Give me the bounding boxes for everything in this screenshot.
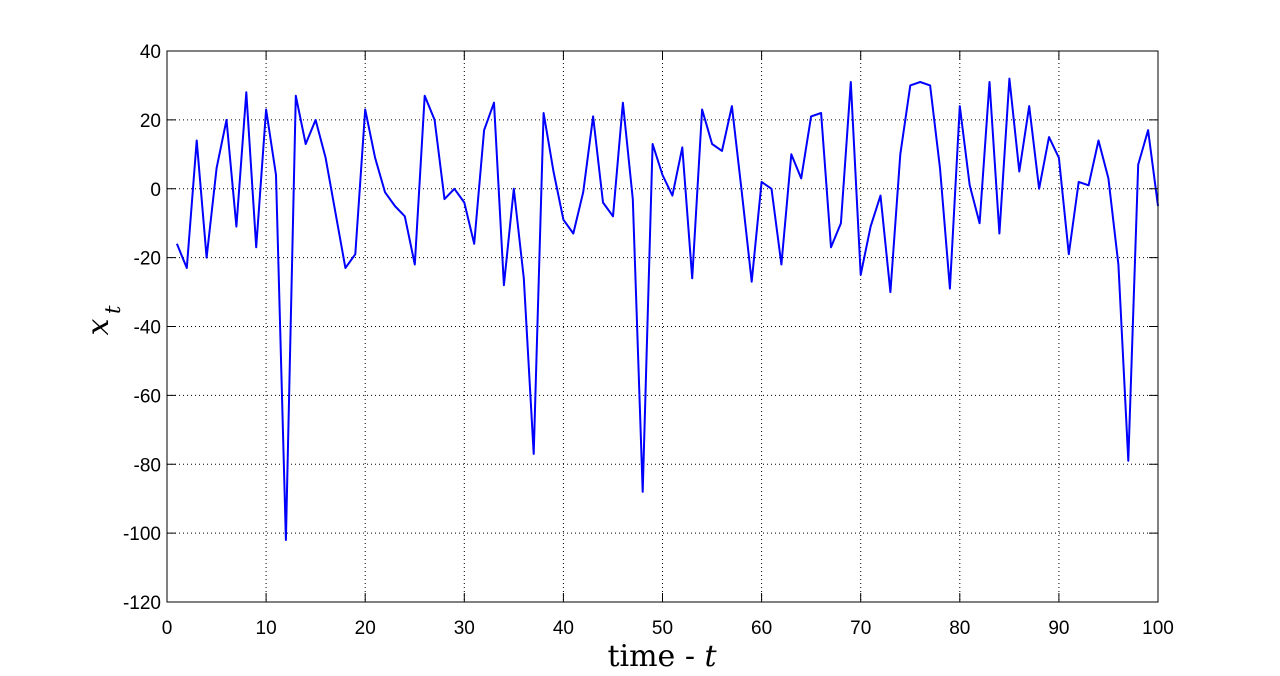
x-tick-labels: 0 10 20 30 40 50 60 70 80 90 100 xyxy=(162,618,1174,639)
x-tick-label: 0 xyxy=(162,618,173,639)
y-tick-label: -60 xyxy=(134,386,161,407)
x-tick-label: 20 xyxy=(355,618,376,639)
y-axis-title-variable: x xyxy=(81,318,116,335)
y-tick-label: -40 xyxy=(134,318,161,339)
x-axis-title-variable: t xyxy=(705,639,718,674)
x-tick-label: 30 xyxy=(454,618,475,639)
y-axis-title-subscript: t xyxy=(101,305,125,314)
x-tick-label: 40 xyxy=(553,618,574,639)
x-tick-label: 60 xyxy=(751,618,772,639)
x-tick-label: 50 xyxy=(652,618,673,639)
series-line xyxy=(175,77,1159,541)
x-tick-label: 80 xyxy=(949,618,970,639)
y-tick-label: 40 xyxy=(140,42,161,63)
tick-marks xyxy=(166,50,1159,603)
y-tick-label: -100 xyxy=(123,524,161,545)
y-axis-title: x t xyxy=(81,305,125,335)
y-tick-label: 20 xyxy=(140,111,161,132)
x-tick-label: 10 xyxy=(256,618,277,639)
x-tick-label: 100 xyxy=(1142,618,1174,639)
x-axis-title: time - t xyxy=(607,639,717,674)
y-tick-labels: -120 -100 -80 -60 -40 -20 0 20 40 xyxy=(123,42,161,614)
series-layer xyxy=(175,77,1159,541)
y-tick-label: -80 xyxy=(134,455,161,476)
x-axis-title-text: time - xyxy=(607,639,704,674)
x-tick-label: 70 xyxy=(850,618,871,639)
y-tick-label: 0 xyxy=(150,180,161,201)
y-tick-label: -120 xyxy=(123,593,161,614)
y-tick-label: -20 xyxy=(134,249,161,270)
x-tick-label: 90 xyxy=(1048,618,1069,639)
